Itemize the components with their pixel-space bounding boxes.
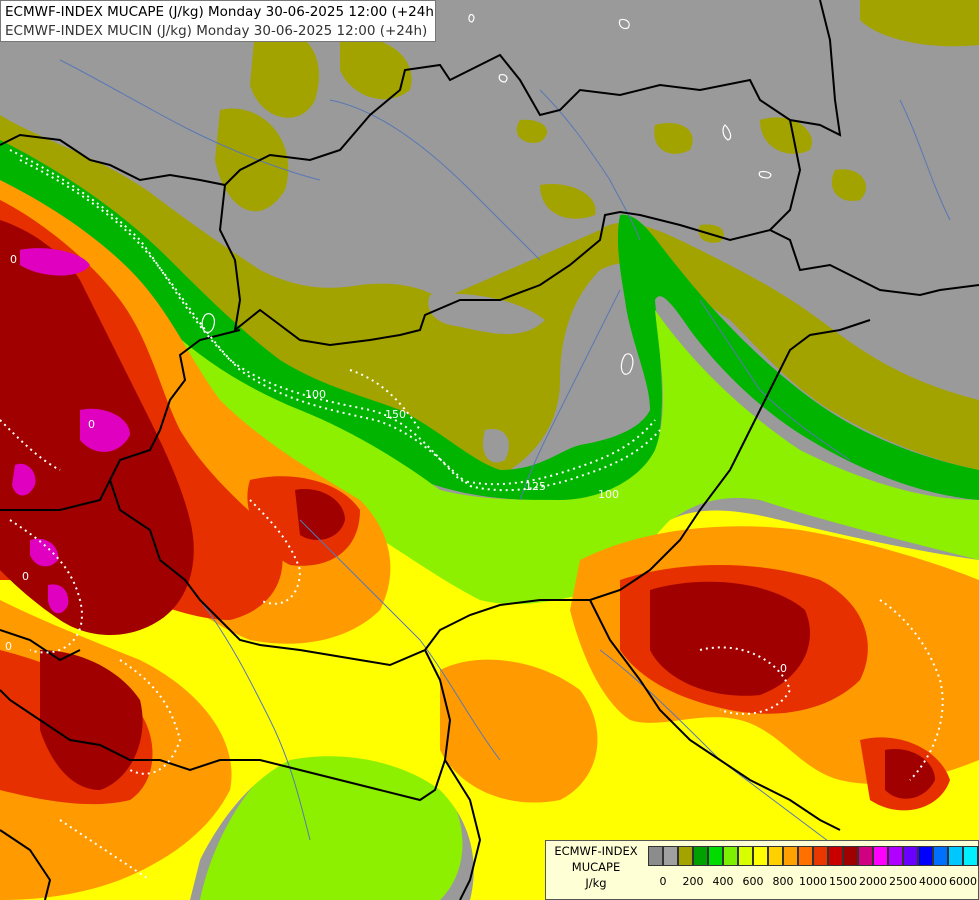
magenta-peaks (12, 248, 130, 614)
contour-labels: 0 0 100 150 125 100 0 0 0 (5, 253, 787, 675)
legend-tick-label: 800 (772, 875, 794, 888)
legend-tick-label: 1000 (799, 875, 827, 888)
legend-swatch (903, 846, 918, 866)
gray-pockets (428, 293, 545, 463)
legend-title-variable: MUCAPE (571, 860, 621, 874)
contour-label: 0 (10, 253, 17, 266)
low-cape-areas (0, 0, 979, 474)
legend-swatch (828, 846, 843, 866)
contour-label: 125 (525, 480, 546, 493)
legend-swatch (948, 846, 963, 866)
cin-contours (0, 149, 944, 881)
legend-title: ECMWF-INDEX MUCAPE J/kg (548, 843, 644, 891)
legend-swatch (963, 846, 978, 866)
legend-tick-label: 400 (712, 875, 734, 888)
legend-swatch (753, 846, 768, 866)
legend-swatch (738, 846, 753, 866)
legend-tick-label: 2000 (859, 875, 887, 888)
contour-label: 0 (5, 640, 12, 653)
legend-tick-label: 2500 (889, 875, 917, 888)
rivers (59, 59, 951, 851)
contour-label: 0 (22, 570, 29, 583)
legend-swatch (783, 846, 798, 866)
contour-label: 100 (305, 388, 326, 401)
legend-tick-label: 200 (682, 875, 704, 888)
contour-label: 0 (88, 418, 95, 431)
color-legend: ECMWF-INDEX MUCAPE J/kg 0 200 400 600 800 100… (545, 840, 979, 900)
contour-label: 0 (780, 662, 787, 675)
legend-swatch (888, 846, 903, 866)
legend-swatch (708, 846, 723, 866)
legend-tick-label: 600 (742, 875, 764, 888)
legend-swatch (723, 846, 738, 866)
legend-swatch (933, 846, 948, 866)
contour-label: 100 (598, 488, 619, 501)
legend-swatch (663, 846, 678, 866)
legend-title-unit: J/kg (585, 876, 607, 890)
legend-swatch (858, 846, 873, 866)
legend-tick-label: 4000 (919, 875, 947, 888)
legend-swatch (648, 846, 663, 866)
title-line-mucape: ECMWF-INDEX MUCAPE (J/kg) Monday 30-06-2… (5, 4, 436, 20)
legend-title-source: ECMWF-INDEX (554, 844, 638, 858)
legend-tick-label: 0 (659, 875, 667, 888)
green-band (0, 140, 979, 502)
legend-swatch (768, 846, 783, 866)
map-title-box: ECMWF-INDEX MUCAPE (J/kg) Monday 30-06-2… (0, 0, 436, 42)
yellow-area (0, 270, 979, 900)
legend-tick-label: 6000 (949, 875, 977, 888)
legend-swatch (678, 846, 693, 866)
legend-swatches (648, 846, 979, 866)
legend-swatch (798, 846, 813, 866)
legend-swatch (843, 846, 858, 866)
legend-swatch (813, 846, 828, 866)
legend-tick-label: 1500 (829, 875, 857, 888)
contour-label: 150 (385, 408, 406, 421)
title-line-mucin: ECMWF-INDEX MUCIN (J/kg) Monday 30-06-20… (5, 23, 428, 39)
legend-swatch (918, 846, 933, 866)
legend-swatch (873, 846, 888, 866)
lakes (201, 13, 772, 375)
legend-ticks: 0 200 400 600 800 1000 1500 2000 2500 4000 6000 (648, 875, 978, 891)
legend-swatch (693, 846, 708, 866)
